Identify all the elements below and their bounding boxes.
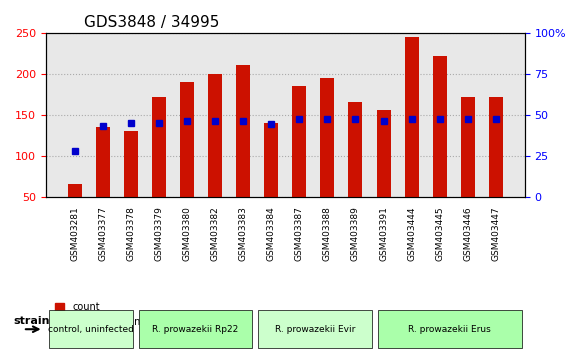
Bar [67, 184, 82, 196]
Bar [404, 37, 419, 196]
Text: R. prowazekii Evir: R. prowazekii Evir [275, 325, 356, 334]
Text: strain: strain [14, 316, 50, 326]
Bar [124, 131, 138, 196]
Bar [433, 56, 447, 196]
Bar [180, 82, 194, 196]
Bar [320, 78, 335, 196]
FancyBboxPatch shape [139, 310, 252, 348]
FancyBboxPatch shape [259, 310, 372, 348]
Bar [461, 97, 475, 196]
Bar [264, 123, 278, 196]
Bar [489, 97, 503, 196]
Bar [152, 97, 166, 196]
Bar [349, 102, 363, 196]
FancyBboxPatch shape [378, 310, 522, 348]
Text: R. prowazekii Rp22: R. prowazekii Rp22 [152, 325, 239, 334]
Bar [236, 65, 250, 196]
Bar [96, 127, 110, 196]
Text: R. prowazekii Erus: R. prowazekii Erus [408, 325, 491, 334]
FancyBboxPatch shape [49, 310, 132, 348]
Bar [208, 74, 222, 196]
Legend: count, percentile rank within the sample: count, percentile rank within the sample [51, 298, 241, 331]
Text: control, uninfected: control, uninfected [48, 325, 134, 334]
Bar [376, 110, 390, 196]
Text: GDS3848 / 34995: GDS3848 / 34995 [84, 15, 220, 30]
Bar [292, 86, 306, 196]
